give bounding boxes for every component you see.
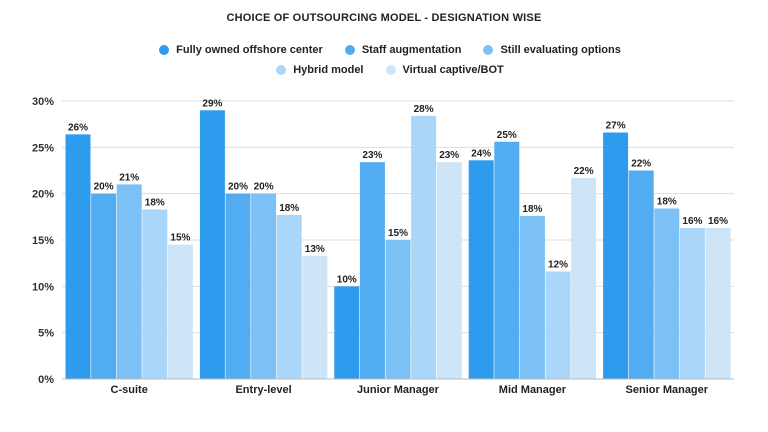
legend-label: Still evaluating options [500,44,621,56]
data-label: 28% [414,104,434,115]
data-label: 12% [548,260,568,271]
y-tick-label: 5% [38,328,54,340]
y-tick-label: 15% [32,235,54,247]
bar [199,110,225,380]
chart-title: CHOICE OF OUTSOURCING MODEL - DESIGNATIO… [226,12,542,24]
bar [91,193,117,379]
legend-item: Staff augmentation [344,44,462,56]
data-label: 25% [497,130,517,141]
x-tick-label: Junior Manager [357,384,440,396]
bar [654,208,680,379]
bar [142,209,168,379]
x-tick-label: Entry-level [235,384,291,396]
data-label: 18% [279,203,299,214]
bar [705,227,731,379]
bar [334,286,360,379]
bar [468,160,494,379]
legend-label: Staff augmentation [361,44,462,56]
data-label: 20% [228,182,248,193]
data-label: 23% [362,150,382,161]
y-tick-label: 25% [32,142,54,154]
bar [519,215,545,379]
legend-item: Virtual captive/BOT [385,64,504,76]
data-label: 21% [119,172,139,183]
data-label: 20% [94,182,114,193]
data-label: 15% [388,228,408,239]
data-label: 10% [337,274,357,285]
data-label: 24% [471,148,491,159]
x-tick-label: C-suite [111,384,148,396]
bar [251,193,277,379]
chart-legend: Fully owned offshore center Staff augment… [110,44,670,76]
data-label: 22% [574,166,594,177]
x-tick-label: Mid Manager [499,384,567,396]
bar [679,227,705,379]
bar [628,170,654,379]
bar [545,271,571,379]
data-label: 13% [305,244,325,255]
bar [494,141,520,379]
bar [436,162,462,379]
y-tick-label: 10% [32,281,54,293]
legend-label: Fully owned offshore center [176,44,323,56]
data-label: 16% [682,216,702,227]
data-label: 18% [522,204,542,215]
x-tick-label: Senior Manager [626,384,709,396]
y-tick-label: 0% [38,374,54,386]
legend-swatch [159,45,170,55]
bar [411,115,437,380]
data-label: 18% [657,196,677,207]
data-label: 23% [439,150,459,161]
legend-item: Fully owned offshore center [159,44,323,56]
legend-swatch [385,65,396,75]
bar [116,184,142,379]
legend-swatch [344,45,355,55]
bar [65,134,91,379]
bar [385,240,411,379]
bar [359,162,385,379]
data-label: 20% [254,182,274,193]
data-label: 15% [170,233,190,244]
bar [571,177,597,379]
legend-label: Virtual captive/BOT [402,64,504,76]
data-label: 26% [68,122,88,133]
y-tick-label: 30% [32,96,54,108]
legend-swatch [276,65,287,75]
data-label: 16% [708,216,728,227]
data-label: 18% [145,197,165,208]
data-label: 22% [631,159,651,170]
legend-item: Hybrid model [276,64,364,76]
data-label: 29% [202,98,222,109]
legend-swatch [483,45,494,55]
legend-item: Still evaluating options [483,44,621,56]
bar [276,214,302,379]
y-tick-label: 20% [32,189,54,201]
data-label: 27% [606,121,626,132]
bar [167,244,193,379]
bar [302,255,328,379]
bar [603,132,629,379]
bar [225,193,251,379]
legend-label: Hybrid model [293,64,364,76]
